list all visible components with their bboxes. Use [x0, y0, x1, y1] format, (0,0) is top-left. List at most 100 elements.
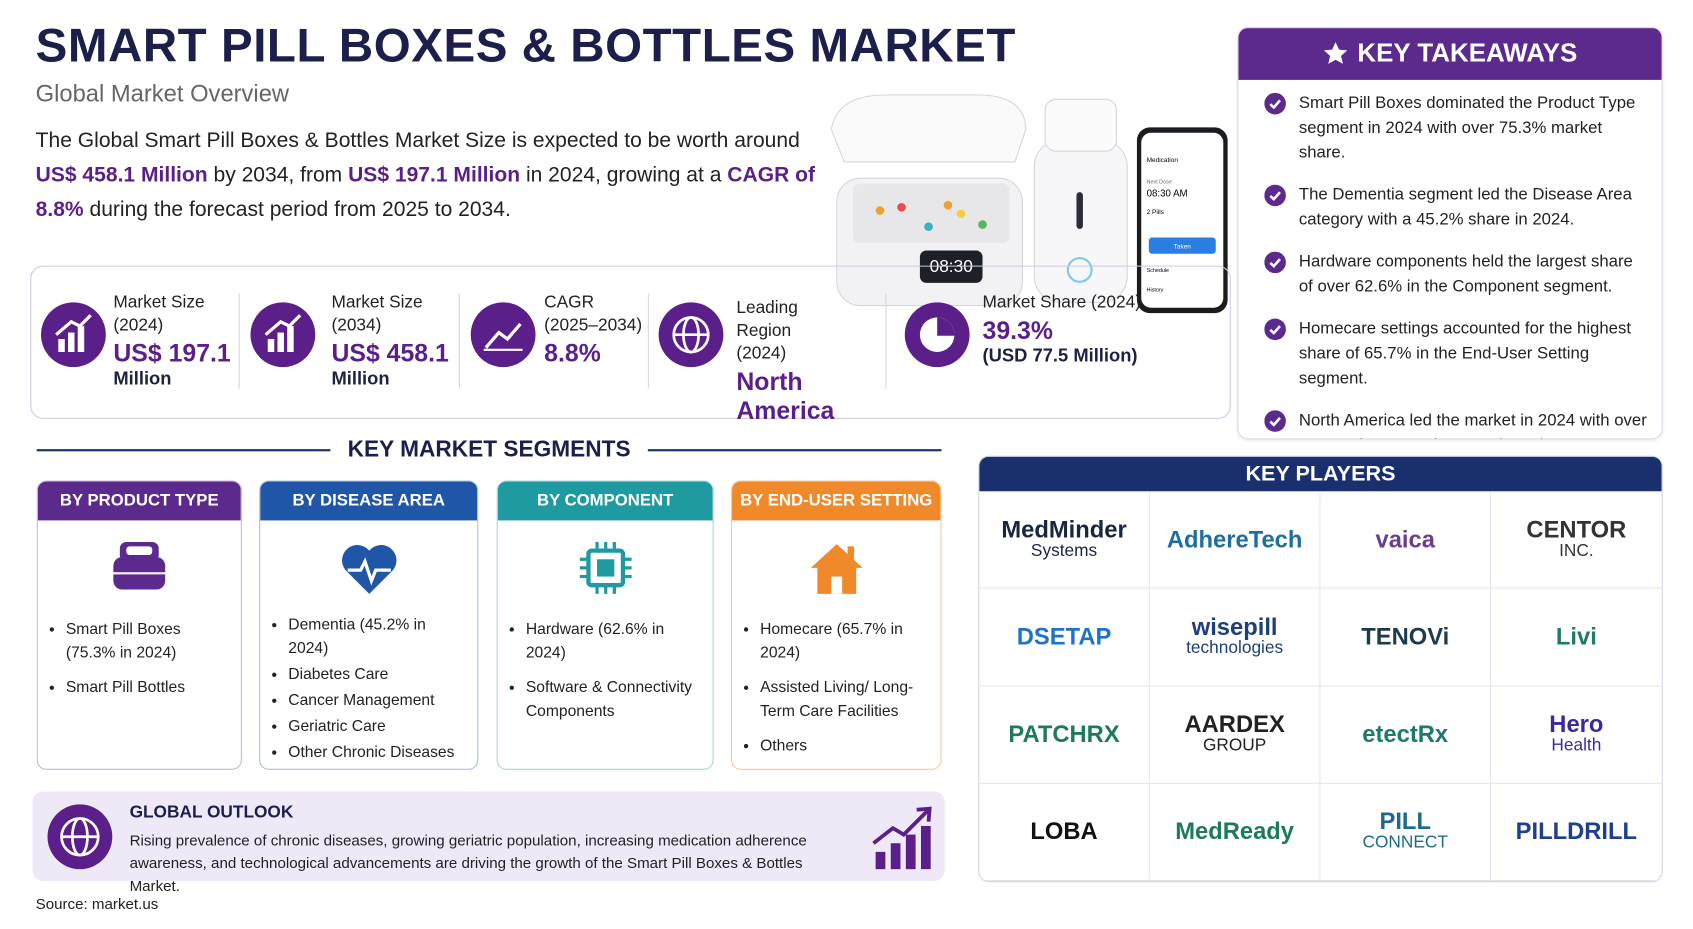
- intro-highlight: US$ 197.1 Million: [348, 163, 521, 187]
- phone-text: Medication: [1147, 157, 1179, 164]
- stat-icon: [658, 302, 724, 368]
- stat-icon: [904, 302, 970, 368]
- takeaway-text: Homecare settings accounted for the high…: [1298, 319, 1631, 388]
- segment-card: BY END-USER SETTING Homecare (65.7% in 20…: [730, 480, 942, 770]
- separator: [458, 293, 460, 389]
- bottle-button: [1066, 256, 1093, 283]
- segment-item: Smart Pill Boxes (75.3% in 2024): [66, 618, 232, 666]
- segment-item: Geriatric Care: [288, 715, 468, 739]
- segment-item: Others: [760, 734, 932, 758]
- player-grid: MedMinder Systems AdhereTech vaica CENTOR INC…: [979, 491, 1662, 882]
- player-logo: AARDEX GROUP: [1149, 686, 1321, 784]
- takeaway: North America led the market in 2024 wit…: [1264, 408, 1651, 438]
- product-illustration: 08:30 Medication Next Dose 08:30 AM 2 Pi…: [830, 94, 1228, 314]
- separator: [647, 293, 649, 389]
- segment-card: BY COMPONENT Hardware (62.6% in 2024) Soft…: [496, 480, 714, 770]
- star-icon: [1324, 42, 1348, 64]
- intro-highlight: US$ 458.1 Million: [35, 163, 208, 187]
- player-name: wisepill: [1191, 613, 1278, 641]
- segment-item: Smart Pill Bottles: [66, 676, 232, 700]
- stat: Market Size (2034) US$ 458.1 Million: [331, 292, 450, 390]
- player-logo: PILLDRILL: [1491, 784, 1662, 882]
- segment-item: Assisted Living/ Long-Term Care Faciliti…: [760, 676, 932, 724]
- segment-list: Homecare (65.7% in 2024) Assisted Living/…: [732, 618, 940, 769]
- player-logo: LOBA: [979, 783, 1150, 882]
- player-name: Hero: [1549, 710, 1604, 738]
- stat-note: Million: [113, 368, 172, 389]
- bottle-cap: [1044, 98, 1117, 152]
- pillbox-lid: [830, 94, 1027, 163]
- bottle-indicator: [1076, 192, 1083, 229]
- check-icon: [1264, 318, 1286, 341]
- phone-text: 2 Pills: [1147, 209, 1164, 216]
- stat-value: North America: [736, 367, 835, 425]
- player-name-sub: technologies: [1186, 639, 1284, 658]
- stat-note: (USD 77.5 Million): [982, 345, 1138, 367]
- takeaway: Homecare settings accounted for the high…: [1264, 316, 1651, 390]
- segment-item: Cancer Management: [288, 689, 468, 713]
- player-name: PILL: [1379, 808, 1431, 836]
- key-takeaways-title: KEY TAKEAWAYS: [1357, 38, 1578, 69]
- segment-item: Homecare (65.7% in 2024): [760, 618, 932, 666]
- pillbox-display: [919, 250, 983, 283]
- player-logo: AdhereTech: [1149, 491, 1321, 589]
- outlook-text: Rising prevalence of chronic diseases, g…: [129, 831, 807, 894]
- segment-list: Dementia (45.2% in 2024)Diabetes CareCan…: [260, 613, 477, 766]
- pill: [978, 220, 987, 229]
- subtitle: Global Market Overview: [35, 79, 290, 107]
- player-logo: PATCHRX: [979, 686, 1150, 784]
- segment-header: BY END-USER SETTING: [732, 481, 941, 521]
- globe-icon: [47, 804, 113, 870]
- takeaway-list: Smart Pill Boxes dominated the Product T…: [1238, 80, 1661, 438]
- player-logo: etectRx: [1320, 686, 1492, 784]
- player-name: AARDEX: [1184, 710, 1285, 738]
- player-name: AdhereTech: [1166, 525, 1303, 553]
- stat-value: US$ 197.1: [113, 339, 231, 368]
- stat-label: Market Size (2024): [113, 293, 205, 335]
- stat-value: 39.3%: [982, 316, 1053, 345]
- player-name-sub: CONNECT: [1362, 833, 1448, 853]
- intro-text: in 2024, growing at a: [525, 163, 722, 187]
- separator: [238, 293, 240, 389]
- rule: [36, 449, 331, 452]
- player-logo: CENTOR INC.: [1491, 491, 1662, 589]
- player-name-sub: INC.: [1559, 541, 1594, 560]
- check-icon: [1264, 410, 1286, 432]
- stat-label: Market Size (2034): [331, 293, 423, 335]
- pill: [875, 206, 885, 215]
- stat-value: US$ 458.1: [331, 339, 449, 368]
- growth-icon: [872, 806, 932, 870]
- stat-value: 8.8%: [544, 339, 601, 368]
- segment-card: BY DISEASE AREA Dementia (45.2% in 2024)D…: [259, 480, 479, 770]
- player-logo: wisepill technologies: [1149, 588, 1321, 687]
- stat-icon: [41, 302, 106, 368]
- takeaway-text: The Dementia segment led the Disease Are…: [1298, 185, 1632, 229]
- key-takeaways-header: KEY TAKEAWAYS: [1238, 28, 1662, 80]
- player-name: vaica: [1375, 525, 1435, 553]
- stat: CAGR (2025–2034) 8.8%: [544, 292, 652, 369]
- segment-item: Software & Connectivity Components: [526, 676, 704, 724]
- intro-text: by 2034, from: [213, 163, 343, 187]
- player-name: LOBA: [1030, 817, 1098, 845]
- stat: Market Share (2024) 39.3% (USD 77.5 Millio…: [983, 292, 1210, 368]
- phone-screen: [1141, 132, 1224, 308]
- stat: Leading Region (2024) North America: [736, 297, 844, 425]
- pill-tray: [852, 183, 1010, 243]
- pill: [897, 202, 906, 212]
- segment-icon: [113, 542, 166, 590]
- pill: [943, 200, 953, 210]
- pill: [924, 222, 933, 232]
- player-name-sub: GROUP: [1202, 736, 1267, 755]
- rule: [647, 449, 942, 452]
- stat: Market Size (2024) US$ 197.1 Million: [113, 292, 232, 390]
- key-takeaways: KEY TAKEAWAYS Smart Pill Boxes dominated…: [1237, 26, 1663, 440]
- stat-label: Leading Region (2024): [736, 299, 798, 363]
- player-logo: Hero Health: [1491, 686, 1662, 784]
- takeaway-text: Hardware components held the largest sha…: [1298, 252, 1633, 296]
- key-players-header: KEY PLAYERS: [979, 456, 1662, 492]
- player-name: DSETAP: [1016, 622, 1112, 650]
- stats-panel: [30, 265, 1231, 419]
- player-logo: DSETAP: [979, 588, 1150, 687]
